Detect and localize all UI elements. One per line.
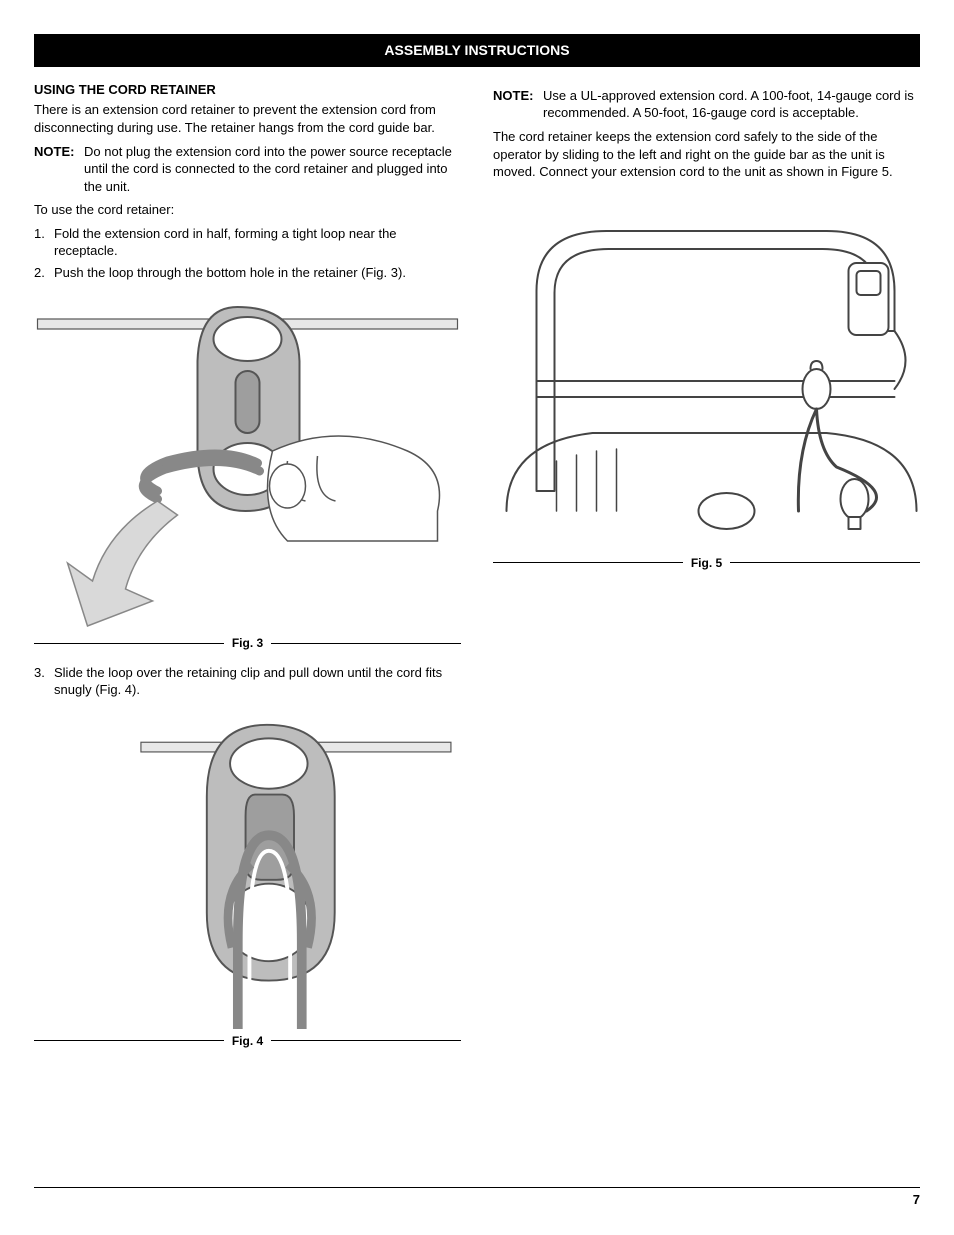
note-label: NOTE: — [34, 143, 84, 196]
list-item: 1. Fold the extension cord in half, form… — [34, 225, 461, 260]
note-text: Do not plug the extension cord into the … — [84, 143, 461, 196]
caption-rule — [730, 562, 920, 563]
figure-3-image — [34, 301, 461, 631]
caption-rule — [34, 1040, 224, 1041]
list-item: 3. Slide the loop over the retaining cli… — [34, 664, 461, 699]
step-text: Push the loop through the bottom hole in… — [54, 264, 461, 282]
caption-rule — [271, 1040, 461, 1041]
step-number: 1. — [34, 225, 54, 260]
figure-caption: Fig. 4 — [34, 1033, 461, 1049]
steps-list-continued: 3. Slide the loop over the retaining cli… — [34, 664, 461, 699]
note-text: Use a UL-approved extension cord. A 100-… — [543, 87, 920, 122]
figure-label: Fig. 3 — [224, 635, 271, 651]
step-number: 2. — [34, 264, 54, 282]
figure-5-image — [493, 211, 920, 551]
figure-caption: Fig. 5 — [493, 555, 920, 571]
caption-rule — [34, 643, 224, 644]
two-column-layout: USING THE CORD RETAINER There is an exte… — [34, 81, 920, 1061]
note-block: NOTE: Do not plug the extension cord int… — [34, 143, 461, 196]
note-label: NOTE: — [493, 87, 543, 122]
figure-label: Fig. 4 — [224, 1033, 271, 1049]
intro-paragraph: There is an extension cord retainer to p… — [34, 101, 461, 136]
figure-5: Fig. 5 — [493, 211, 920, 571]
caption-rule — [271, 643, 461, 644]
figure-4: Fig. 4 — [34, 719, 461, 1049]
page-number: 7 — [913, 1192, 920, 1207]
step-text: Slide the loop over the retaining clip a… — [54, 664, 461, 699]
right-column: NOTE: Use a UL-approved extension cord. … — [493, 81, 920, 1061]
left-column: USING THE CORD RETAINER There is an exte… — [34, 81, 461, 1061]
section-header: ASSEMBLY INSTRUCTIONS — [34, 34, 920, 67]
page-footer: 7 — [34, 1187, 920, 1209]
step-text: Fold the extension cord in half, forming… — [54, 225, 461, 260]
figure-4-image — [34, 719, 461, 1029]
steps-list: 1. Fold the extension cord in half, form… — [34, 225, 461, 282]
figure-3: Fig. 3 — [34, 301, 461, 651]
figure-caption: Fig. 3 — [34, 635, 461, 651]
lead-text: To use the cord retainer: — [34, 201, 461, 219]
step-number: 3. — [34, 664, 54, 699]
subsection-heading: USING THE CORD RETAINER — [34, 81, 461, 99]
list-item: 2. Push the loop through the bottom hole… — [34, 264, 461, 282]
figure-label: Fig. 5 — [683, 555, 730, 571]
note-block: NOTE: Use a UL-approved extension cord. … — [493, 87, 920, 122]
body-paragraph: The cord retainer keeps the extension co… — [493, 128, 920, 181]
caption-rule — [493, 562, 683, 563]
